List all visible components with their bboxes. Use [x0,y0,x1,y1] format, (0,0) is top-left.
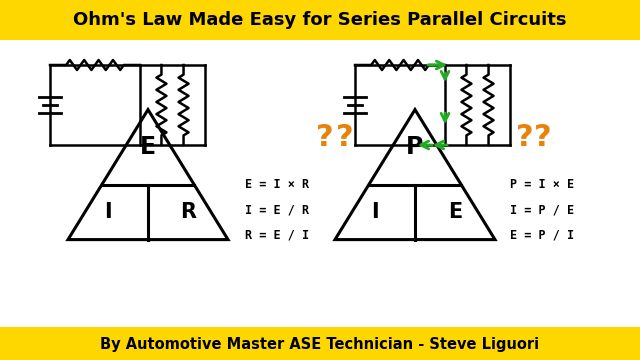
Text: E = I × R: E = I × R [245,179,309,192]
Text: ?: ? [516,123,534,153]
Text: R: R [180,202,196,222]
Text: ?: ? [316,123,334,153]
Bar [0,0,640,40]
Text: ?: ? [534,123,552,153]
Text: E = P / I: E = P / I [510,229,574,242]
Text: I: I [371,202,379,222]
Text: R = E / I: R = E / I [245,229,309,242]
Bar [0,327,640,360]
Text: I = P / E: I = P / E [510,203,574,216]
Text: By Automotive Master ASE Technician - Steve Liguori: By Automotive Master ASE Technician - St… [100,337,540,351]
Text: E: E [448,202,462,222]
Text: Ohm's Law Made Easy for Series Parallel Circuits: Ohm's Law Made Easy for Series Parallel … [73,11,567,29]
Text: E: E [140,135,156,159]
Text: ?: ? [336,123,354,153]
Text: P = I × E: P = I × E [510,179,574,192]
Text: I = E / R: I = E / R [245,203,309,216]
Text: I: I [104,202,112,222]
Text: P: P [406,135,424,159]
